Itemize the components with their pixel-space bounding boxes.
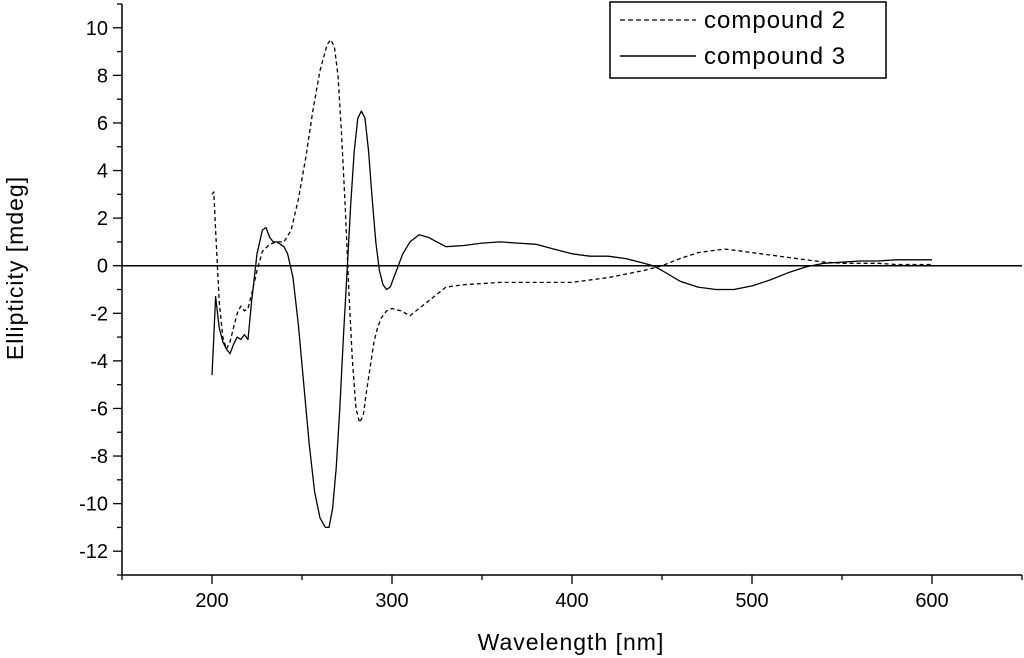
x-axis-title: Wavelength [nm] bbox=[478, 629, 665, 655]
y-tick-label: -8 bbox=[90, 446, 108, 468]
legend-label-compound-3: compound 3 bbox=[704, 43, 846, 70]
y-tick-label: -6 bbox=[90, 398, 108, 420]
legend-box bbox=[609, 1, 887, 79]
y-tick-label: -12 bbox=[79, 541, 108, 563]
x-tick-label: 400 bbox=[555, 590, 588, 612]
y-tick-label: 0 bbox=[97, 256, 108, 278]
series-line-compound-2 bbox=[211, 39, 932, 424]
axes: -12 -10 -8 -6 -4 -2 0 2 4 6 8 10 200 300 400 500 600 bbox=[79, 3, 1023, 612]
x-tick-label: 300 bbox=[375, 590, 408, 612]
x-tick-label: 600 bbox=[915, 590, 948, 612]
y-tick-label: 2 bbox=[97, 208, 108, 230]
x-tick-label: 500 bbox=[735, 590, 768, 612]
series-line-compound-3 bbox=[211, 110, 932, 529]
x-tick-label: 200 bbox=[195, 590, 228, 612]
legend-label-compound-2: compound 2 bbox=[704, 7, 846, 34]
y-tick-label: 6 bbox=[97, 113, 108, 135]
series-layer bbox=[211, 39, 932, 529]
y-tick-label: -10 bbox=[79, 494, 108, 516]
y-tick-label: -2 bbox=[90, 303, 108, 325]
y-tick-label: 4 bbox=[97, 161, 108, 183]
y-tick-label: 10 bbox=[86, 18, 108, 40]
y-tick-label: -4 bbox=[90, 351, 108, 373]
y-tick-label: 8 bbox=[97, 65, 108, 87]
y-axis-title: Ellipticity [mdeg] bbox=[2, 176, 28, 360]
legend: compound 2 compound 3 bbox=[609, 1, 887, 79]
